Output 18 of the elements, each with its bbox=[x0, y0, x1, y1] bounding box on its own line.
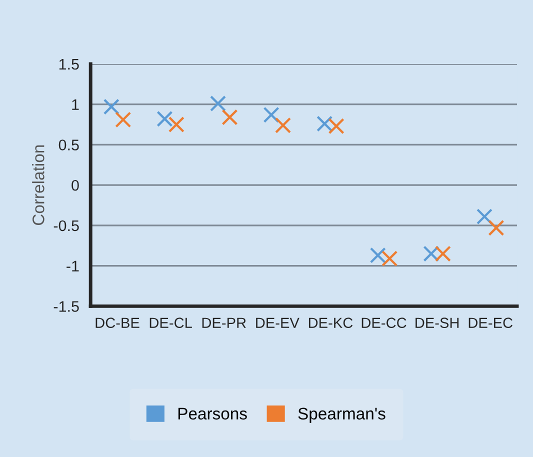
legend-label: Pearsons bbox=[178, 408, 247, 420]
y-tick-label: 0 bbox=[72, 180, 79, 191]
y-axis-title: Correlation bbox=[32, 145, 44, 225]
x-tick-label: DE-CC bbox=[362, 318, 406, 328]
y-tick-label: -1 bbox=[66, 260, 79, 272]
y-tick-label: 0.5 bbox=[58, 140, 79, 150]
y-tick-label: 1.5 bbox=[59, 59, 79, 70]
x-tick-label: DE-PR bbox=[202, 318, 246, 328]
legend-label: Spearman's bbox=[298, 408, 386, 423]
x-tick-label: DE-EV bbox=[256, 318, 300, 328]
x-tick-label: DE-SH bbox=[416, 318, 459, 328]
x-tick-label: DE-CL bbox=[150, 318, 192, 328]
x-tick-label: DE-KC bbox=[308, 318, 353, 328]
y-tick-label: 1 bbox=[72, 99, 79, 110]
x-tick-label: DC-BE bbox=[96, 318, 140, 328]
x-tick-label: DE-EC bbox=[468, 318, 512, 328]
y-tick-label: -1.5 bbox=[54, 301, 79, 312]
y-tick-label: -0.5 bbox=[54, 220, 79, 232]
